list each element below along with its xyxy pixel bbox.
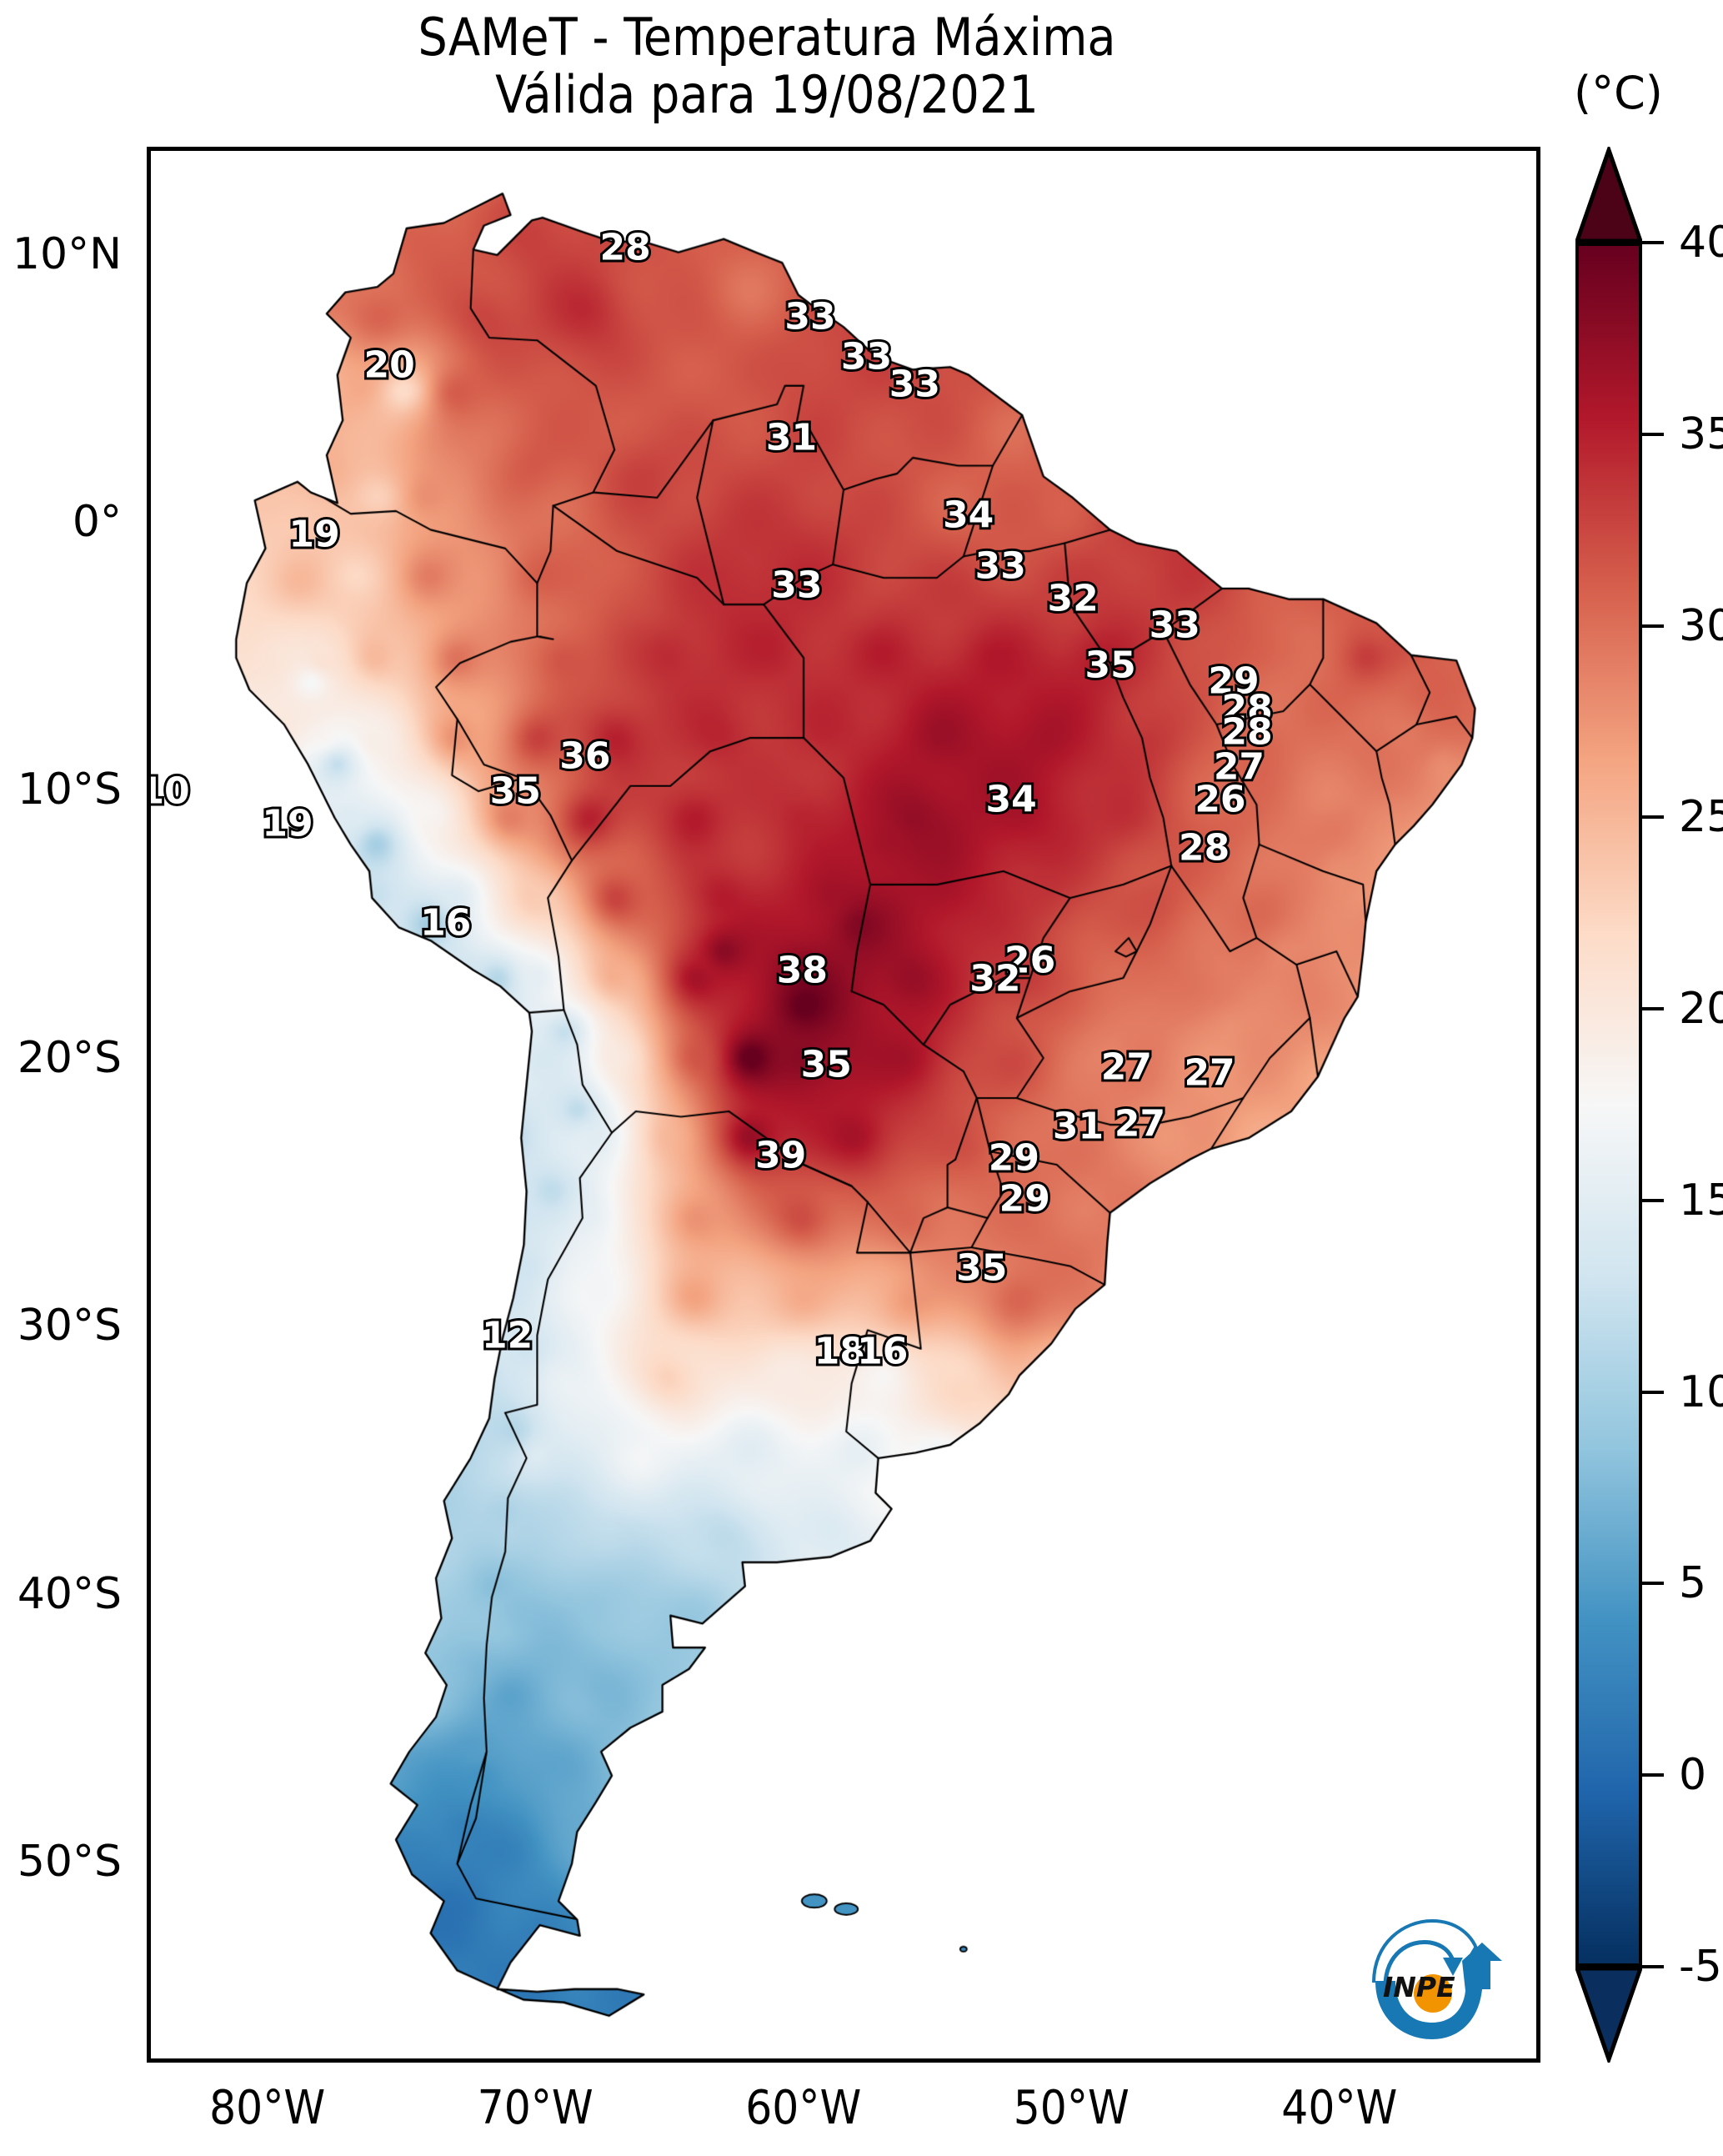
colorbar-tick xyxy=(1642,1007,1664,1011)
latitude-tick-label: 10°N xyxy=(12,228,122,279)
colorbar-tick-label: 40 xyxy=(1679,218,1723,268)
latitude-tick-label: 40°S xyxy=(17,1568,122,1619)
temperature-value-label: 27 xyxy=(1181,1049,1237,1096)
temperature-value-label: 26 xyxy=(1002,936,1058,984)
colorbar-gradient xyxy=(1579,246,1639,1963)
temperature-value-label: 10 xyxy=(151,768,193,815)
temperature-value-label: 12 xyxy=(479,1311,535,1359)
colorbar-tick-label: 15 xyxy=(1679,1175,1723,1226)
temperature-value-label: 33 xyxy=(769,561,824,609)
temperature-value-label: 26 xyxy=(1192,775,1248,823)
temperature-value-label: 33 xyxy=(1147,601,1203,649)
temperature-value-label: 20 xyxy=(362,342,418,389)
colorbar-tick xyxy=(1642,241,1664,244)
latitude-tick-label: 50°S xyxy=(17,1836,122,1887)
latitude-tick-label: 10°S xyxy=(17,765,122,815)
colorbar[interactable]: 40 35 30 25 20 15 10 5 0 -5 xyxy=(1575,147,1723,2063)
temperature-value-label: 29 xyxy=(997,1175,1053,1222)
colorbar-tick-label: 20 xyxy=(1679,984,1723,1035)
temperature-value-label: 19 xyxy=(286,510,342,558)
inpe-logo-text: INPE xyxy=(1383,1971,1455,2003)
temperature-value-label: 34 xyxy=(983,775,1039,823)
temperature-value-label: 28 xyxy=(597,223,653,271)
temperature-value-label: 19 xyxy=(259,800,315,847)
temperature-value-label: 32 xyxy=(1044,574,1100,622)
temperature-value-label: 35 xyxy=(1082,642,1138,689)
temperature-value-label: 35 xyxy=(488,768,543,815)
colorbar-tick-label: 25 xyxy=(1679,792,1723,843)
colorbar-tick-label: 5 xyxy=(1679,1558,1707,1609)
colorbar-top-extend-arrow xyxy=(1575,147,1642,243)
temperature-value-label: 29 xyxy=(986,1135,1042,1182)
colorbar-tick-label: 10 xyxy=(1679,1366,1723,1417)
title-line-1: SAMeT - Temperatura Máxima xyxy=(418,7,1116,68)
colorbar-tick xyxy=(1642,432,1664,436)
temperature-value-label: 31 xyxy=(1050,1102,1106,1150)
latitude-tick-label: 30°S xyxy=(17,1301,122,1351)
inpe-logo: INPE xyxy=(1349,1909,1507,2059)
longitude-tick-label: 60°W xyxy=(745,2081,862,2135)
temperature-value-label: 33 xyxy=(887,360,943,408)
colorbar-tick xyxy=(1642,1965,1664,1968)
temperature-heatmap-canvas xyxy=(151,151,1536,2058)
colorbar-tick xyxy=(1642,1773,1664,1777)
temperature-value-label: 28 xyxy=(1176,824,1232,871)
temperature-value-label: 28 xyxy=(1219,709,1275,756)
temperature-value-label: 38 xyxy=(774,947,830,995)
colorbar-tick xyxy=(1642,815,1664,820)
longitude-tick-label: 40°W xyxy=(1281,2081,1398,2135)
colorbar-tick xyxy=(1642,1390,1664,1394)
map-plot-area: 2833333320313419333332333529282836273510… xyxy=(147,147,1540,2063)
longitude-tick-label: 50°W xyxy=(1013,2081,1129,2135)
page-title: SAMeT - Temperatura Máxima Válida para 1… xyxy=(0,8,1534,124)
latitude-tick-label: 20°S xyxy=(17,1032,122,1083)
colorbar-tick xyxy=(1642,1582,1664,1586)
colorbar-tick xyxy=(1642,1198,1664,1202)
colorbar-tick-label: 0 xyxy=(1679,1750,1707,1801)
temperature-value-label: 16 xyxy=(418,899,473,946)
colorbar-body[interactable] xyxy=(1575,243,1642,1967)
temperature-value-label: 33 xyxy=(973,543,1029,590)
temperature-value-label: 18 xyxy=(812,1327,868,1375)
title-line-2: Válida para 19/08/2021 xyxy=(495,64,1039,126)
temperature-value-label: 35 xyxy=(799,1040,854,1088)
temperature-value-label: 34 xyxy=(940,492,996,539)
temperature-value-label: 27 xyxy=(1112,1100,1168,1147)
temperature-value-label: 16 xyxy=(854,1327,910,1375)
colorbar-tick-label: -5 xyxy=(1679,1942,1722,1992)
longitude-tick-label: 70°W xyxy=(477,2081,594,2135)
colorbar-tick-label: 30 xyxy=(1679,600,1723,651)
temperature-value-label: 29 xyxy=(1205,658,1261,705)
temperature-value-label: 31 xyxy=(764,414,819,461)
temperature-value-label: 35 xyxy=(954,1245,1009,1292)
colorbar-bottom-extend-arrow xyxy=(1575,1967,1642,2063)
temperature-value-label: 39 xyxy=(753,1132,809,1180)
colorbar-tick xyxy=(1642,624,1664,628)
colorbar-unit-label: (°C) xyxy=(1574,67,1663,119)
temperature-value-label: 33 xyxy=(782,293,838,341)
temperature-value-label: 36 xyxy=(557,733,613,780)
temperature-value-label: 33 xyxy=(839,333,894,381)
temperature-value-label: 32 xyxy=(967,955,1023,1003)
colorbar-tick-label: 35 xyxy=(1679,409,1723,459)
temperature-value-label: 27 xyxy=(1211,744,1267,791)
longitude-tick-label: 80°W xyxy=(209,2081,326,2135)
latitude-tick-label: 0° xyxy=(72,496,122,547)
temperature-value-label: 27 xyxy=(1099,1044,1155,1091)
temperature-value-label: 28 xyxy=(1219,684,1275,732)
